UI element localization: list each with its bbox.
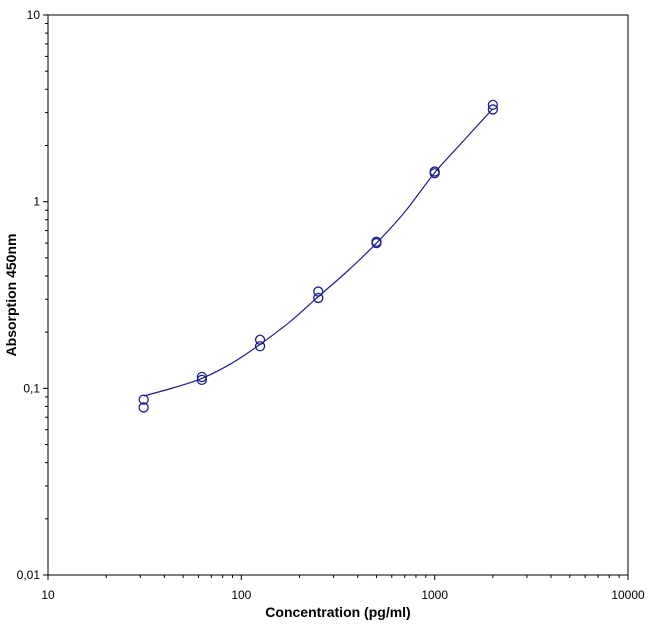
data-point xyxy=(138,402,149,413)
data-point xyxy=(196,371,208,383)
data-points xyxy=(138,99,499,413)
x-tick-label: 10000 xyxy=(611,588,645,602)
x-tick-label: 100 xyxy=(231,588,251,602)
y-tick-label: 0,01 xyxy=(17,568,41,582)
data-point xyxy=(138,394,149,405)
y-tick-label: 1 xyxy=(33,195,40,209)
data-point xyxy=(254,341,266,352)
x-tick-label: 1000 xyxy=(421,588,448,602)
y-axis-ticks: 0,01 0,1 1 10 xyxy=(17,8,48,582)
y-tick-label: 0,1 xyxy=(23,381,40,395)
x-axis-ticks: 10 100 1000 10000 xyxy=(41,575,645,602)
y-tick-label: 10 xyxy=(27,8,41,22)
data-point xyxy=(313,292,324,304)
data-point xyxy=(196,374,208,386)
data-point xyxy=(254,334,266,345)
x-tick-label: 10 xyxy=(41,588,55,602)
data-point xyxy=(371,237,382,249)
data-point xyxy=(487,104,499,115)
plot-frame xyxy=(47,14,629,576)
y-axis-title: Absorption 450nm xyxy=(3,234,19,357)
data-point xyxy=(487,99,499,111)
data-point xyxy=(313,286,324,297)
data-point xyxy=(429,168,440,179)
fit-curve xyxy=(143,108,494,397)
x-axis-title: Concentration (pg/ml) xyxy=(265,604,410,620)
